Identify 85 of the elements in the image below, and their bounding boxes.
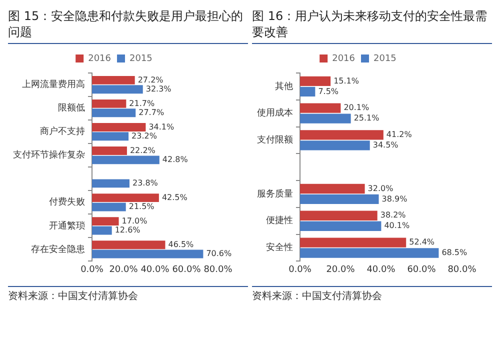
data-label: 15.1% xyxy=(334,76,360,86)
text: 资料来源：中国支付清算协会 xyxy=(252,286,492,303)
data-label: 27.7% xyxy=(138,108,164,117)
y-tick-label: 开通繁琐 xyxy=(49,220,85,232)
data-label: 46.5% xyxy=(168,240,194,249)
x-tick-label: 80.0% xyxy=(448,264,477,275)
legend-label: 2015 xyxy=(130,54,152,64)
data-label: 12.6% xyxy=(114,226,141,235)
bar xyxy=(300,184,365,194)
data-label: 42.5% xyxy=(162,192,188,202)
bar xyxy=(92,250,204,258)
y-tick-label: 服务质量 xyxy=(257,188,293,200)
x-tick-label: 0.0% xyxy=(80,264,104,275)
data-label: 21.5% xyxy=(128,202,155,212)
data-label: 70.6% xyxy=(206,249,232,258)
bar xyxy=(300,114,351,124)
data-label: 20.1% xyxy=(344,103,370,112)
y-tick-label: 便捷性 xyxy=(266,215,293,226)
bar xyxy=(92,76,135,84)
bar xyxy=(92,99,126,108)
data-label: 34.1% xyxy=(148,122,175,132)
bar xyxy=(92,179,130,188)
y-tick-label: 支付限额 xyxy=(257,134,293,146)
bar xyxy=(92,132,129,141)
y-tick-label: 支付环节操作复杂 xyxy=(13,150,85,161)
bar xyxy=(300,194,379,204)
data-label: 27.2% xyxy=(138,75,164,84)
bar xyxy=(92,202,126,212)
y-tick-label: 限额低 xyxy=(58,102,85,114)
bar xyxy=(92,146,127,155)
data-label: 21.7% xyxy=(129,98,155,108)
bar xyxy=(92,85,143,94)
chart-title: 图 15：安全隐患和付款失败是用户最担心的问题 xyxy=(8,8,248,44)
data-label: 23.8% xyxy=(132,178,158,188)
data-label: 32.3% xyxy=(146,84,172,94)
x-tick-label: 20.0% xyxy=(326,264,356,275)
x-tick-label: 80.0% xyxy=(204,264,233,275)
bar xyxy=(92,194,159,202)
bar xyxy=(300,76,331,86)
y-tick-label: 付费失败 xyxy=(49,196,85,208)
bar xyxy=(300,103,341,113)
bar xyxy=(300,248,439,258)
legend-label: 2016 xyxy=(332,54,356,64)
x-tick-label: 0.0% xyxy=(288,264,312,275)
legend-label: 2016 xyxy=(88,54,112,64)
data-label: 68.5% xyxy=(442,248,468,258)
y-tick-label: 存在安全隐患 xyxy=(31,244,85,255)
text: 资料来源：中国支付清算协会 xyxy=(8,286,248,303)
data-label: 7.5% xyxy=(318,86,339,96)
y-tick-label: 上网流量费用高 xyxy=(22,79,85,90)
data-label: 17.0% xyxy=(122,216,148,226)
y-tick-label: 商户不支持 xyxy=(40,126,85,138)
data-label: 22.2% xyxy=(130,146,156,155)
data-label: 42.8% xyxy=(162,155,188,164)
bar xyxy=(92,217,119,226)
data-label: 38.2% xyxy=(380,210,406,220)
x-tick-label: 20.0% xyxy=(109,264,138,275)
bar xyxy=(300,86,316,97)
x-tick-label: 60.0% xyxy=(407,264,436,275)
bar xyxy=(300,238,406,248)
bar xyxy=(300,221,382,231)
data-label: 34.5% xyxy=(372,140,399,150)
bar xyxy=(300,140,370,150)
data-label: 40.1% xyxy=(384,221,410,230)
chart-title: 图 16：用户认为未来移动支付的安全性最需要改善 xyxy=(252,8,492,44)
bar xyxy=(92,123,146,132)
data-label: 38.9% xyxy=(382,194,408,204)
x-tick-label: 40.0% xyxy=(366,264,396,275)
x-tick-label: 60.0% xyxy=(172,264,202,275)
y-tick-label: 其他 xyxy=(275,80,293,92)
y-tick-label: 安全性 xyxy=(266,242,293,254)
bar xyxy=(300,130,384,140)
bar xyxy=(92,108,136,118)
x-tick-label: 40.0% xyxy=(140,264,170,275)
bar xyxy=(92,240,166,250)
data-label: 41.2% xyxy=(386,130,412,140)
data-label: 25.1% xyxy=(354,114,380,123)
legend-label: 2015 xyxy=(374,54,396,64)
y-tick-label: 使用成本 xyxy=(257,108,293,119)
data-label: 23.2% xyxy=(132,131,158,140)
data-label: 32.0% xyxy=(368,184,394,193)
bar xyxy=(92,156,160,164)
bar xyxy=(92,226,112,235)
data-label: 52.4% xyxy=(409,238,435,247)
bar xyxy=(300,210,378,220)
